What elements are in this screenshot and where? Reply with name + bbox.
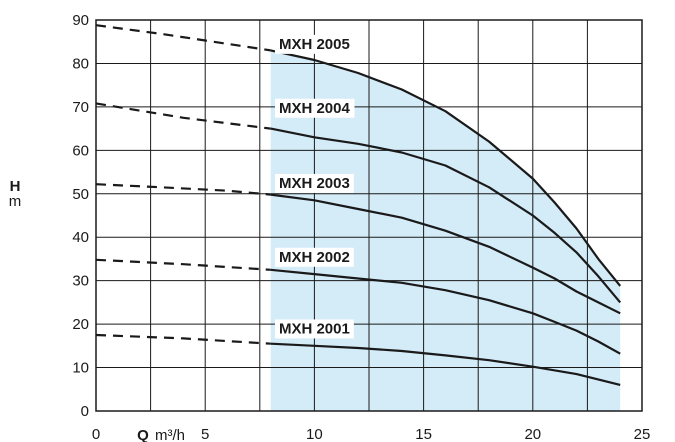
- curve-label-bg-mxh-2004: [274, 98, 355, 118]
- curve-mxh-2002-solid: [270, 268, 621, 355]
- y-axis-symbol: H: [10, 178, 21, 195]
- y-tick-label: 90: [72, 12, 89, 29]
- curve-label-mxh-2005: MXH 2005: [279, 36, 350, 53]
- y-tick-label: 10: [72, 360, 89, 377]
- curve-mxh-2005-dashed: [95, 24, 271, 52]
- curve-mxh-2005-solid: [270, 49, 622, 287]
- y-tick-label: 70: [72, 99, 89, 116]
- y-tick-label: 50: [72, 186, 89, 203]
- x-tick-label: 5: [201, 426, 209, 442]
- y-tick-label: 0: [81, 403, 89, 420]
- curve-mxh-2002-dashed: [95, 258, 271, 271]
- plot-frame: [95, 19, 643, 412]
- y-tick-label: 20: [72, 316, 89, 333]
- curve-mxh-2001-dashed: [95, 333, 271, 345]
- curve-label-bg-mxh-2005: [274, 34, 354, 54]
- x-axis-unit: m³/h: [155, 427, 185, 442]
- y-tick-label: 30: [72, 273, 89, 290]
- curve-mxh-2003-dashed: [95, 183, 271, 196]
- curve-mxh-2004-solid: [270, 127, 622, 304]
- curve-label-mxh-2004: MXH 2004: [279, 100, 351, 117]
- y-tick-label: 40: [72, 229, 89, 246]
- x-tick-label: 25: [634, 426, 651, 442]
- curve-mxh-2003-solid: [270, 193, 621, 315]
- y-axis-unit: m: [9, 193, 22, 210]
- curve-label-bg-mxh-2001: [274, 319, 354, 339]
- x-tick-label: 20: [524, 426, 541, 442]
- y-tick-label: 60: [72, 142, 89, 159]
- y-tick-label: 80: [72, 55, 89, 72]
- x-tick-label: 0: [92, 426, 100, 442]
- grid-layer: [95, 19, 643, 412]
- tick-label-layer: 0 10 20 30 40 50 60 70 80 90 0 5 10 15 20 25: [72, 12, 650, 442]
- curve-label-mxh-2003: MXH 2003: [279, 175, 350, 192]
- x-axis-symbol: Q: [137, 427, 149, 442]
- x-tick-label: 10: [306, 426, 323, 442]
- curve-label-mxh-2001: MXH 2001: [279, 320, 350, 337]
- curve-mxh-2001-solid: [270, 342, 621, 386]
- curve-label-bg-mxh-2002: [274, 247, 354, 267]
- x-tick-label: 15: [415, 426, 432, 442]
- curve-layer: [95, 24, 622, 386]
- curve-label-bg-mxh-2003: [274, 173, 354, 193]
- curve-mxh-2004-dashed: [95, 102, 271, 130]
- curve-label-layer: MXH 2005 MXH 2004 MXH 2003 MXH 2002 MXH 2001: [274, 34, 355, 339]
- curve-label-mxh-2002: MXH 2002: [279, 249, 350, 266]
